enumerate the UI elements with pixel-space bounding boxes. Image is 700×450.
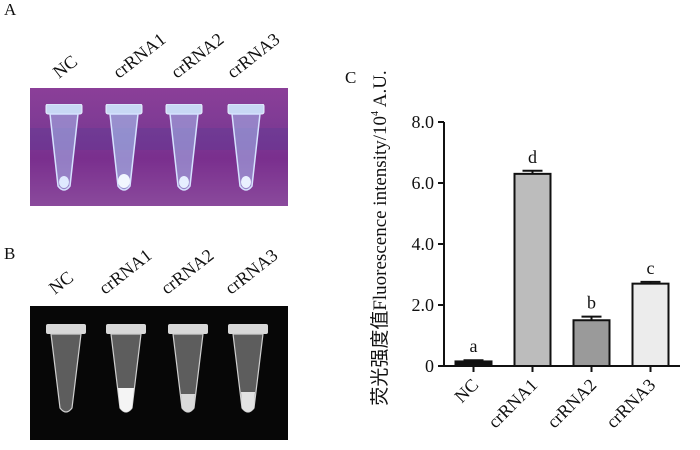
bar xyxy=(454,360,493,367)
tube-crrna3-icon xyxy=(228,324,268,413)
tube-crrna2-icon xyxy=(168,324,208,413)
panel-b-lane-label: crRNA1 xyxy=(95,244,156,299)
bar xyxy=(631,282,670,367)
panel-label-b: B xyxy=(4,244,16,263)
tube-crrna1-icon xyxy=(106,324,146,413)
y-axis-title-sup: 4 xyxy=(370,111,381,116)
panel-label-c: C xyxy=(345,68,357,87)
tube-crrna2-icon xyxy=(165,104,203,191)
panel-b-lane-label: crRNA3 xyxy=(221,244,282,299)
y-axis-title-en: Fluorescence intensity/10 xyxy=(370,116,391,311)
tube-nc-icon xyxy=(45,104,83,191)
y-tick-label: 6.0 xyxy=(412,173,435,193)
panel-b-lane-label: NC xyxy=(45,267,78,299)
bar xyxy=(513,172,552,367)
tube-nc-icon xyxy=(46,324,86,413)
y-tick-label: 0 xyxy=(425,356,434,376)
panel-label-a: A xyxy=(4,0,17,19)
y-axis-title-unit: A.U. xyxy=(370,70,391,111)
y-axis-title-cn: 荧光强度值 xyxy=(369,311,391,406)
svg-text:荧光强度值Fluorescence intensity/10: 荧光强度值Fluorescence intensity/104 A.U. xyxy=(369,70,391,405)
panel-a-lane-label: NC xyxy=(49,51,82,83)
significance-letter: b xyxy=(587,293,596,313)
x-tick-label: crRNA1 xyxy=(484,375,541,432)
plot-area: 0 2.0 4.0 6.0 8.0 a NC d crRNA1 b crRNA2 c crRNA3 xyxy=(412,112,680,432)
x-tick-label: NC xyxy=(450,375,482,407)
panel-a-lane-label: crRNA1 xyxy=(109,28,170,83)
x-tick-label: crRNA2 xyxy=(543,375,600,432)
x-tick-label: crRNA3 xyxy=(602,375,659,432)
y-tick-label: 8.0 xyxy=(412,112,435,132)
panel-a-lane-label: crRNA3 xyxy=(223,28,284,83)
bar xyxy=(572,319,611,367)
panel-a-lane-label: crRNA2 xyxy=(167,28,228,83)
tube-crrna1-icon xyxy=(105,104,143,191)
y-axis-title: 荧光强度值Fluorescence intensity/104 A.U. xyxy=(369,70,391,405)
tubes-on-black-photo xyxy=(30,306,288,440)
fluorescence-bar-chart: 荧光强度值Fluorescence intensity/104 A.U. 0 2.… xyxy=(369,70,680,432)
significance-letter: c xyxy=(647,258,655,278)
panel-b-lane-label: crRNA2 xyxy=(157,244,218,299)
tube-crrna3-icon xyxy=(227,104,265,191)
significance-letter: a xyxy=(470,336,478,356)
y-tick-label: 2.0 xyxy=(412,295,435,315)
significance-letter: d xyxy=(528,147,537,167)
y-tick-label: 4.0 xyxy=(412,234,435,254)
uv-illuminated-tubes-photo xyxy=(30,88,288,206)
